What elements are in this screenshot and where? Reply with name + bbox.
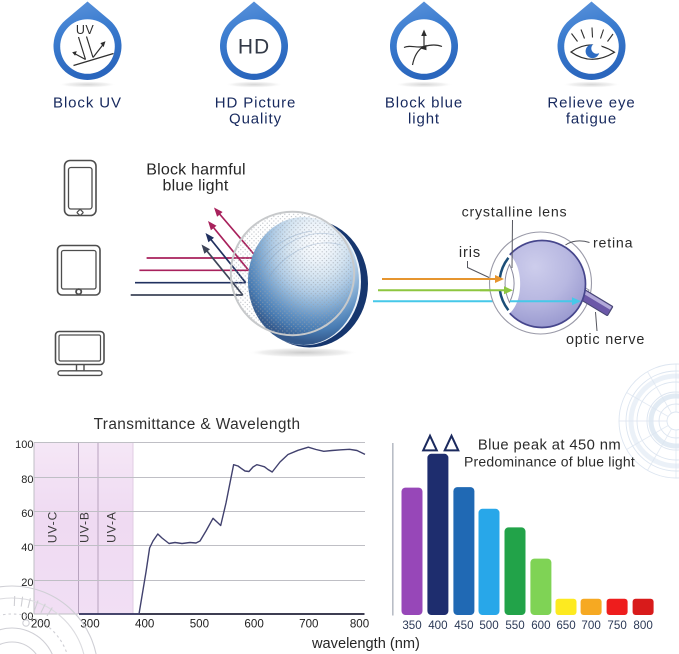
svg-text:600: 600 [244,618,263,631]
svg-text:Block blue: Block blue [385,95,463,112]
svg-text:crystalline lens: crystalline lens [462,205,568,221]
svg-text:fatigue: fatigue [566,111,617,128]
svg-text:200: 200 [31,618,50,631]
svg-text:Blue peak at 450 nm: Blue peak at 450 nm [478,438,621,454]
svg-text:blue light: blue light [162,178,228,195]
svg-text:Predominance of blue light: Predominance of blue light [464,454,635,470]
svg-text:400: 400 [135,618,154,631]
svg-text:600: 600 [531,619,550,632]
svg-text:700: 700 [299,618,318,631]
svg-text:wavelength (nm): wavelength (nm) [311,636,420,652]
svg-text:retina: retina [593,236,633,252]
svg-text:700: 700 [581,619,600,632]
svg-text:HD: HD [238,36,270,59]
svg-text:550: 550 [505,619,524,632]
svg-text:Block UV: Block UV [53,95,122,112]
svg-text:80: 80 [21,474,33,486]
svg-text:UV-B: UV-B [78,511,92,543]
svg-text:iris: iris [459,245,481,261]
svg-text:light: light [408,111,440,128]
svg-text:450: 450 [454,619,473,632]
svg-text:Relieve eye: Relieve eye [547,95,635,112]
svg-text:350: 350 [402,619,421,632]
svg-text:40: 40 [21,542,33,554]
svg-text:optic nerve: optic nerve [566,332,645,348]
svg-text:800: 800 [633,619,652,632]
svg-text:100: 100 [15,439,33,451]
svg-text:20: 20 [21,577,33,589]
svg-text:HD Picture: HD Picture [215,95,297,112]
svg-text:UV: UV [76,23,95,37]
svg-text:650: 650 [556,619,575,632]
svg-text:750: 750 [607,619,626,632]
svg-text:UV-C: UV-C [46,511,60,543]
svg-text:400: 400 [428,619,447,632]
svg-text:UV-A: UV-A [105,511,119,543]
svg-text:500: 500 [190,618,209,631]
svg-text:60: 60 [21,508,33,520]
svg-text:Block harmful: Block harmful [146,162,246,179]
svg-text:Transmittance & Wavelength: Transmittance & Wavelength [94,416,301,433]
svg-text:800: 800 [350,618,369,631]
svg-text:Quality: Quality [229,111,282,128]
svg-text:500: 500 [479,619,498,632]
